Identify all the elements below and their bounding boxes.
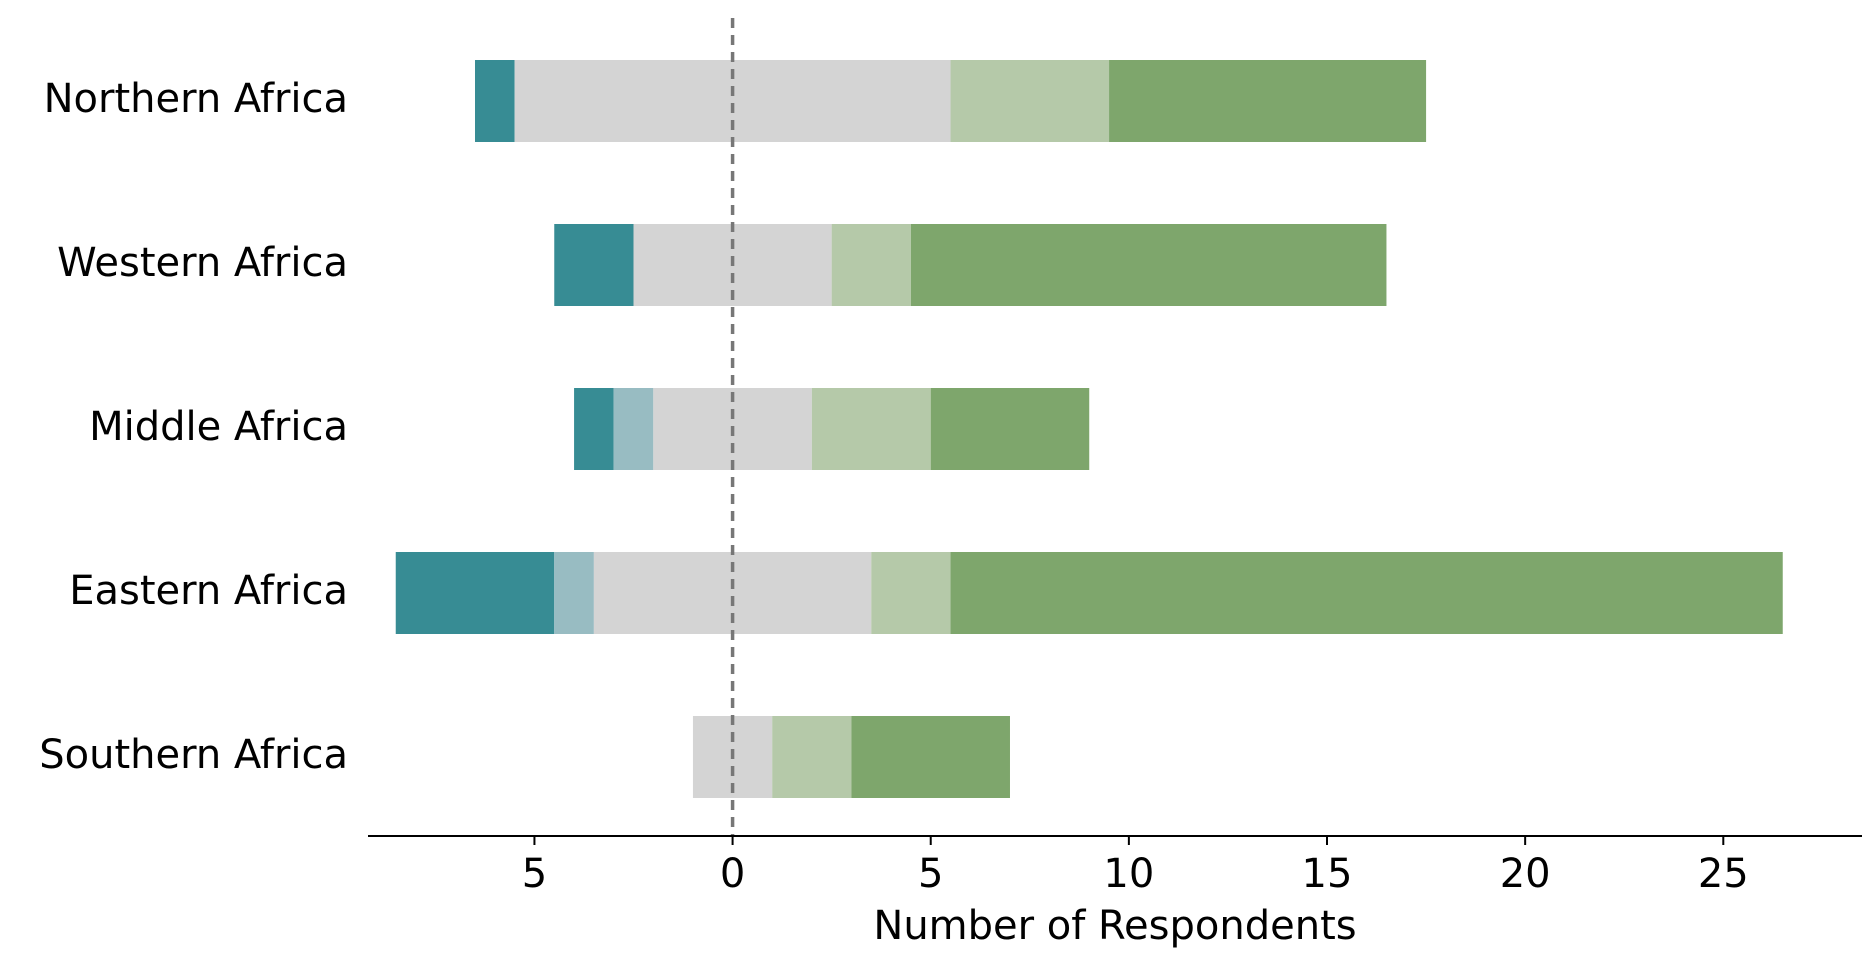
bar-segment: [554, 552, 594, 634]
y-tick-label: Middle Africa: [89, 404, 348, 450]
y-tick-label: Western Africa: [57, 240, 348, 286]
bar-segment: [772, 716, 852, 798]
x-tick-label: 5: [918, 851, 943, 897]
bar-segment: [474, 60, 515, 142]
x-axis-title: Number of Respondents: [873, 903, 1356, 949]
bar-segment: [613, 388, 654, 470]
x-tick-label: 20: [1500, 851, 1551, 897]
x-tick-label: 15: [1302, 851, 1353, 897]
bar-segment: [1109, 60, 1427, 142]
bar-segment: [574, 388, 614, 470]
bar-segment: [811, 388, 931, 470]
y-tick-label: Northern Africa: [44, 76, 348, 122]
bar-segment: [554, 224, 634, 306]
x-tick-label: 5: [522, 851, 547, 897]
bar-segment: [930, 388, 1090, 470]
bar-segment: [950, 60, 1110, 142]
bar-segment: [395, 552, 555, 634]
x-tick-label: 25: [1698, 851, 1749, 897]
bar-segment: [950, 552, 1783, 634]
y-tick-label: Eastern Africa: [69, 568, 348, 614]
x-tick-label: 10: [1103, 851, 1154, 897]
x-tick-label: 0: [720, 851, 745, 897]
bar-segment: [910, 224, 1387, 306]
bar-segment: [871, 552, 951, 634]
bar-segment: [831, 224, 911, 306]
y-tick-label: Southern Africa: [39, 732, 348, 778]
bar-segment: [851, 716, 1010, 798]
